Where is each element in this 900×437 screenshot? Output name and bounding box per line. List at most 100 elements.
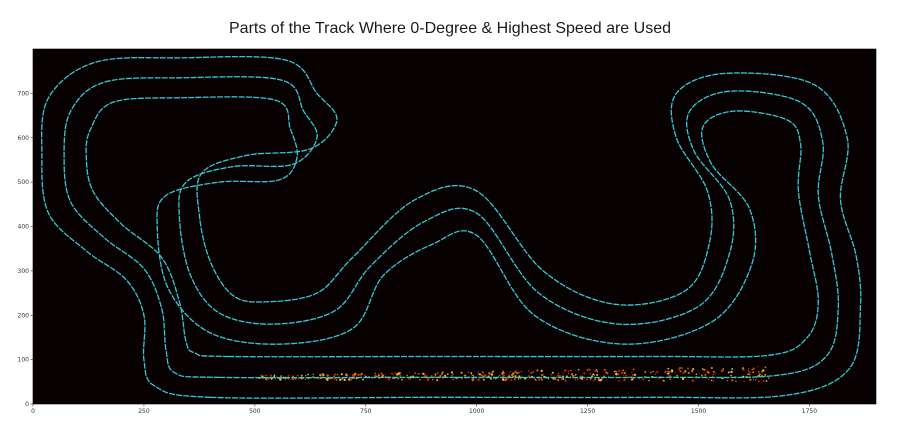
x-tick-label: 1000 (469, 408, 484, 415)
heat-point (708, 378, 710, 381)
heat-point (749, 374, 751, 376)
y-tick-label: 0 (25, 401, 29, 408)
heat-point (279, 378, 282, 381)
heat-point (465, 377, 467, 379)
heat-point (461, 378, 463, 380)
heat-point (597, 378, 600, 380)
heat-point (319, 378, 321, 380)
heat-point (722, 369, 724, 372)
heat-point (287, 378, 290, 380)
heat-point (618, 370, 620, 372)
chart-title: Parts of the Track Where 0-Degree & High… (229, 20, 671, 37)
heat-point (730, 370, 733, 374)
heat-point (300, 375, 303, 377)
heat-point (650, 371, 652, 374)
heat-point (714, 372, 717, 374)
heat-point (625, 374, 627, 377)
heat-point (374, 372, 377, 375)
heat-point (764, 366, 767, 369)
y-tick-label: 200 (18, 312, 30, 319)
heat-point (615, 373, 618, 376)
heat-point (747, 373, 749, 376)
heat-point (583, 372, 586, 375)
heat-point (594, 378, 597, 380)
track-line-1 (41, 55, 862, 399)
heat-point (399, 374, 402, 377)
heat-point (455, 376, 458, 379)
heat-point (392, 374, 394, 376)
heat-point (758, 371, 760, 373)
heat-point (752, 371, 755, 374)
heat-point (360, 375, 362, 378)
heat-point (422, 372, 425, 375)
heat-point (550, 373, 553, 376)
heat-point (346, 374, 349, 377)
heat-point (516, 372, 519, 374)
heat-point (652, 371, 654, 373)
heat-point (681, 367, 683, 369)
heat-point (757, 366, 759, 368)
heat-point (570, 369, 572, 372)
heat-point (510, 379, 513, 381)
heat-point (624, 371, 627, 373)
y-tick-label: 300 (18, 268, 30, 275)
heat-point (691, 370, 694, 373)
heat-point (592, 380, 594, 382)
heat-point (711, 375, 714, 378)
x-tick-label: 1750 (802, 408, 817, 415)
heat-point (743, 369, 745, 372)
heat-point (687, 367, 689, 370)
heat-point (340, 373, 343, 376)
x-tick-label: 500 (249, 408, 261, 415)
heat-point (541, 374, 543, 376)
heat-point (574, 374, 577, 376)
heat-point (437, 372, 439, 374)
heat-point (567, 370, 569, 372)
heat-point (480, 374, 483, 377)
heat-point (332, 378, 334, 380)
heat-point (530, 372, 533, 374)
heat-point (341, 378, 344, 380)
heat-point (557, 379, 560, 382)
heat-point (509, 371, 511, 373)
heat-point (353, 374, 356, 377)
heat-point (517, 378, 520, 380)
heat-point (707, 371, 709, 373)
heat-point (494, 378, 497, 380)
heat-point (607, 375, 610, 378)
heat-point (754, 379, 757, 381)
heat-point (731, 379, 734, 382)
x-tick-label: 250 (138, 408, 150, 415)
heat-point (326, 374, 329, 377)
heat-point (265, 375, 267, 377)
heat-point (730, 374, 732, 377)
heat-point (334, 373, 336, 376)
heat-point (631, 371, 633, 373)
heat-point (323, 375, 325, 377)
heat-point (520, 370, 522, 373)
heat-point (547, 378, 549, 380)
heat-point (712, 379, 714, 382)
heat-point (493, 371, 495, 373)
heat-point (561, 378, 563, 381)
heat-point (540, 378, 543, 381)
heat-point (380, 372, 384, 375)
heat-point (280, 375, 282, 377)
heat-point (762, 380, 765, 383)
heat-point (357, 373, 360, 376)
heat-point (664, 370, 667, 373)
heat-point (488, 371, 490, 373)
heat-point (682, 372, 685, 375)
heat-point (570, 375, 572, 378)
heat-point (489, 377, 492, 380)
heat-point (669, 378, 672, 381)
heat-point (667, 372, 670, 375)
heat-point (663, 380, 665, 382)
heat-point (521, 375, 523, 377)
track-lines-layer (41, 55, 862, 399)
heat-point (409, 377, 412, 380)
heat-point (472, 374, 474, 377)
x-tick-label: 1250 (580, 408, 595, 415)
